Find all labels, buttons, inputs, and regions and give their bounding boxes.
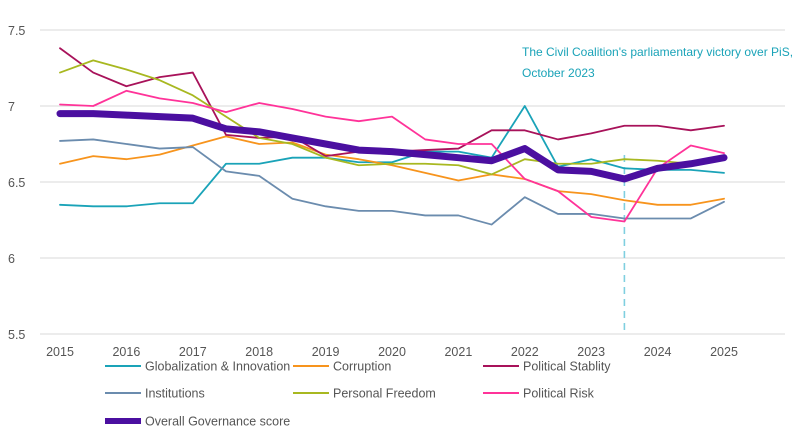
x-axis-ticks: 2015 2016 2017 2018 2019 2020 2021 2022 2023 2024… [46,345,738,359]
y-tick-label: 6 [8,252,15,266]
x-tick-label: 2025 [710,345,738,359]
y-tick-label: 6.5 [8,176,25,190]
x-tick-label: 2023 [577,345,605,359]
x-tick-label: 2016 [112,345,140,359]
x-tick-label: 2019 [312,345,340,359]
x-tick-label: 2018 [245,345,273,359]
annotation-text-line1: The Civil Coalition's parliamentary vict… [522,45,793,59]
x-tick-label: 2022 [511,345,539,359]
legend-label: Political Risk [523,387,595,401]
series-lines [60,48,724,225]
y-tick-label: 7 [8,100,15,114]
x-tick-label: 2015 [46,345,74,359]
legend-label: Political Stablity [523,360,611,374]
x-tick-label: 2017 [179,345,207,359]
x-tick-label: 2021 [444,345,472,359]
series-line-political-stablity [60,48,724,156]
legend-label: Globalization & Innovation [145,360,290,374]
x-tick-label: 2024 [644,345,672,359]
y-tick-label: 7.5 [8,24,25,38]
legend-label: Corruption [333,360,391,374]
y-tick-label: 5.5 [8,328,25,342]
x-tick-label: 2020 [378,345,406,359]
legend: Globalization & Innovation Corruption Poli… [105,360,611,429]
legend-label: Institutions [145,387,205,401]
y-axis-ticks: 5.5 6 6.5 7 7.5 [8,24,25,342]
legend-label: Overall Governance score [145,415,290,429]
gridlines [40,30,785,334]
legend-label: Personal Freedom [333,387,436,401]
annotation-text-line2: October 2023 [522,66,595,80]
